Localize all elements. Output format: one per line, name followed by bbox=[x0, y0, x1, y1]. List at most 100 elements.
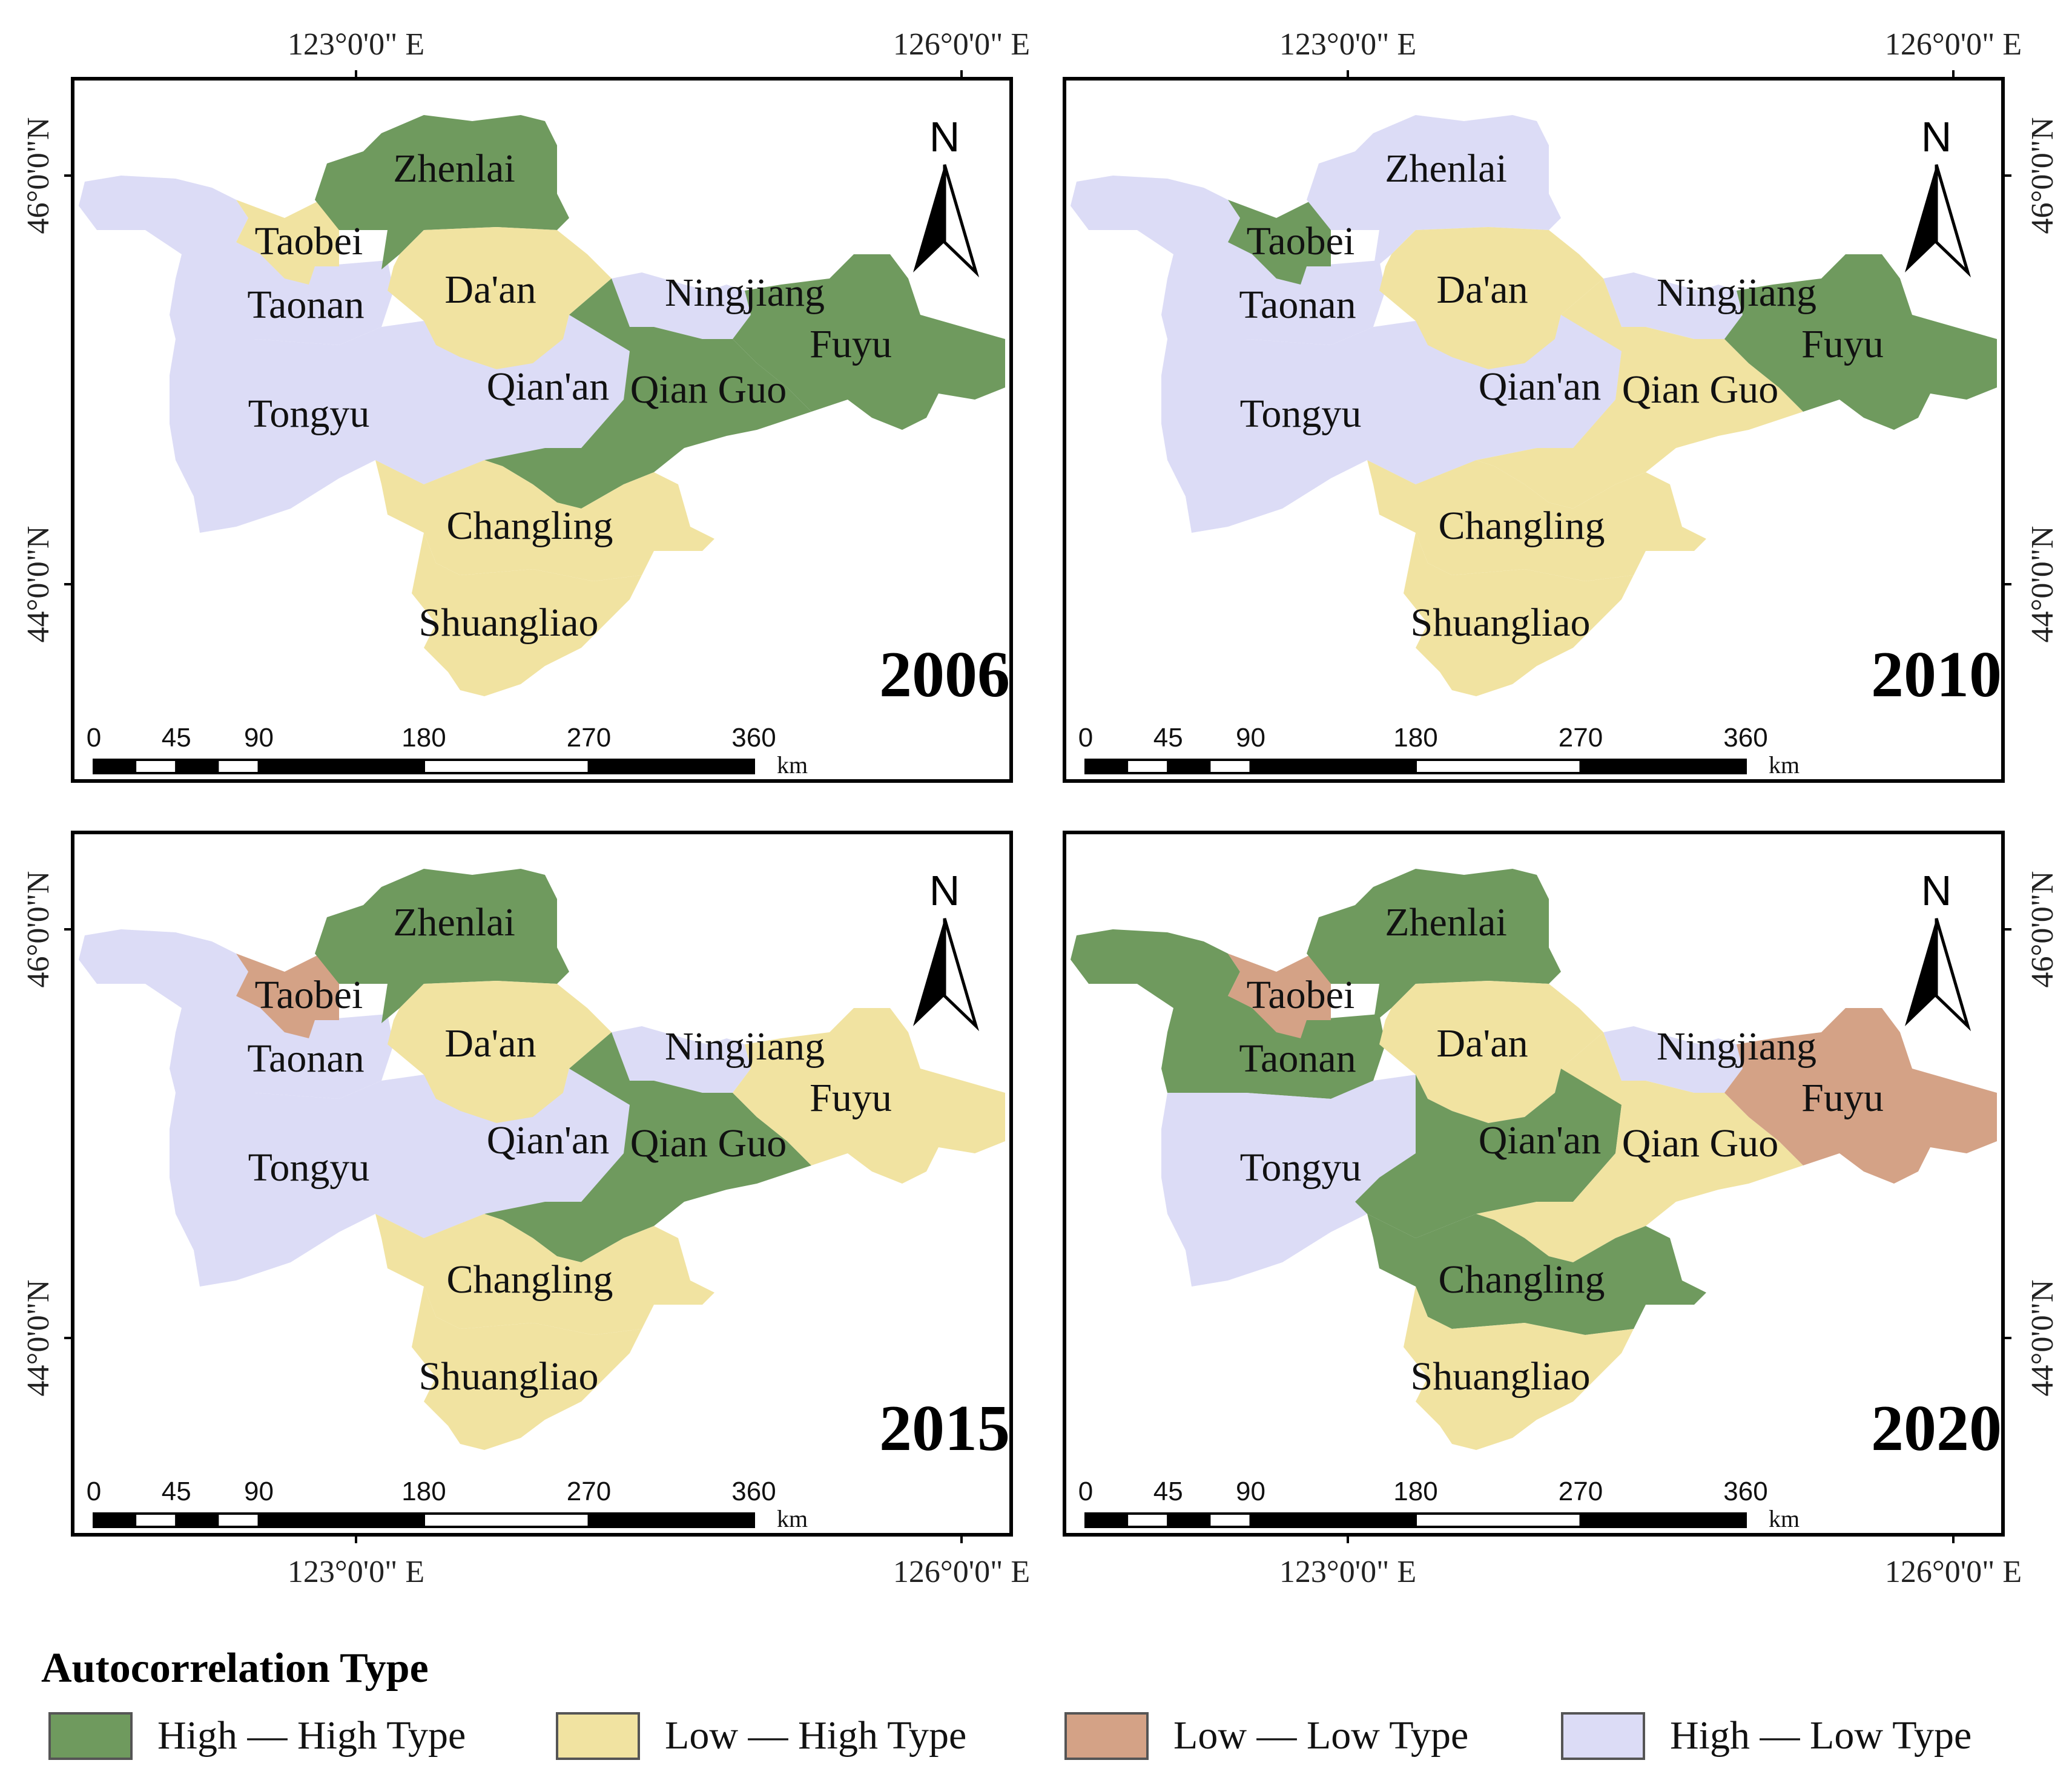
north-letter: N bbox=[929, 867, 960, 914]
county-label-zhenlai: Zhenlai bbox=[1385, 900, 1507, 944]
county-label-ningjiang: Ningjiang bbox=[665, 271, 825, 315]
longitude-label: 123°0'0" E bbox=[1279, 1555, 1416, 1589]
region-fuyu bbox=[733, 254, 1005, 430]
county-label-tongyu: Tongyu bbox=[1240, 392, 1362, 436]
county-label-qianguo: Qian Guo bbox=[1622, 367, 1778, 412]
county-regions bbox=[79, 869, 1005, 1450]
county-label-qianan: Qian'an bbox=[1479, 1118, 1601, 1162]
map-panel-2020: Zhenlai Taobei Taonan Da'an Ningjiang Fuyu Qia… bbox=[1063, 831, 2060, 1589]
scale-tick-label: 90 bbox=[1236, 723, 1265, 753]
county-label-shuangliao: Shuangliao bbox=[1411, 601, 1591, 645]
map-frame bbox=[71, 831, 1013, 1537]
county-label-qianguo: Qian Guo bbox=[630, 1121, 787, 1165]
longitude-label: 126°0'0" E bbox=[893, 27, 1030, 62]
north-arrow-icon: N bbox=[1905, 867, 1971, 1032]
county-label-changling: Changling bbox=[1439, 1257, 1605, 1302]
county-label-ningjiang: Ningjiang bbox=[665, 1024, 825, 1069]
county-label-qianan: Qian'an bbox=[487, 1118, 609, 1162]
region-fuyu bbox=[733, 1008, 1005, 1184]
county-label-shuangliao: Shuangliao bbox=[419, 601, 599, 645]
scale-tick-label: 0 bbox=[1078, 1477, 1093, 1506]
year-label: 2006 bbox=[879, 639, 1010, 711]
latitude-label: 46°0'0"N bbox=[2025, 871, 2060, 988]
legend-item-low_low: Low — Low Type bbox=[1064, 1712, 1468, 1760]
map-panel-2006: Zhenlai Taobei Taonan Da'an Ningjiang Fuyu Qia… bbox=[21, 27, 1030, 783]
county-regions bbox=[79, 115, 1005, 696]
map-frame bbox=[1063, 831, 2005, 1537]
county-label-taobei: Taobei bbox=[1247, 219, 1355, 263]
region-taonan bbox=[79, 176, 394, 345]
county-label-tongyu: Tongyu bbox=[1240, 1145, 1362, 1190]
region-zhenlai bbox=[1307, 115, 1561, 269]
legend-label: Low — High Type bbox=[665, 1713, 966, 1758]
county-label-daan: Da'an bbox=[1436, 268, 1528, 312]
legend-swatch bbox=[48, 1712, 133, 1760]
region-ningjiang bbox=[1603, 272, 1743, 339]
region-changling bbox=[375, 460, 714, 581]
north-letter: N bbox=[1921, 867, 1952, 914]
scale-tick-label: 360 bbox=[731, 723, 776, 753]
region-ningjiang bbox=[612, 1026, 751, 1093]
latitude-label: 44°0'0"N bbox=[21, 1280, 56, 1397]
year-label: 2020 bbox=[1871, 1392, 2002, 1465]
legend-label: High — High Type bbox=[157, 1713, 466, 1758]
north-letter: N bbox=[929, 113, 960, 160]
legend-swatch bbox=[1064, 1712, 1149, 1760]
county-label-shuangliao: Shuangliao bbox=[419, 1354, 599, 1399]
longitude-label: 123°0'0" E bbox=[288, 27, 424, 62]
county-label-changling: Changling bbox=[447, 1257, 613, 1302]
region-zhenlai bbox=[1307, 869, 1561, 1023]
county-label-zhenlai: Zhenlai bbox=[393, 900, 515, 944]
region-taobei bbox=[236, 200, 339, 285]
latitude-label: 44°0'0"N bbox=[2025, 526, 2060, 643]
region-daan bbox=[388, 981, 612, 1123]
longitude-label: 126°0'0" E bbox=[893, 1555, 1030, 1589]
region-fuyu bbox=[1724, 254, 1997, 430]
latitude-label: 44°0'0"N bbox=[2025, 1280, 2060, 1397]
legend: Autocorrelation Type High — High Type Low… bbox=[41, 1645, 1971, 1760]
region-shuangliao bbox=[412, 1287, 642, 1450]
scale-tick-label: 45 bbox=[1153, 1477, 1183, 1506]
region-taobei bbox=[1228, 200, 1331, 285]
county-label-zhenlai: Zhenlai bbox=[1385, 147, 1507, 191]
scale-unit: km bbox=[1769, 751, 1800, 779]
scale-tick-label: 45 bbox=[162, 723, 191, 753]
legend-item-high_high: High — High Type bbox=[48, 1712, 466, 1760]
county-label-fuyu: Fuyu bbox=[1801, 322, 1884, 366]
region-qianguo bbox=[484, 278, 811, 509]
region-qianan bbox=[1355, 315, 1622, 484]
county-label-qianan: Qian'an bbox=[487, 364, 609, 409]
county-label-shuangliao: Shuangliao bbox=[1411, 1354, 1591, 1399]
region-qianguo bbox=[1476, 1032, 1803, 1262]
latitude-label: 46°0'0"N bbox=[21, 117, 56, 234]
region-fuyu bbox=[1724, 1008, 1997, 1184]
region-taonan bbox=[1071, 929, 1385, 1099]
scale-tick-label: 180 bbox=[401, 723, 446, 753]
north-letter: N bbox=[1921, 113, 1952, 160]
county-label-taonan: Taonan bbox=[1239, 283, 1356, 327]
region-daan bbox=[1379, 227, 1603, 369]
latitude-label: 46°0'0"N bbox=[2025, 117, 2060, 234]
legend-swatch bbox=[556, 1712, 640, 1760]
county-label-daan: Da'an bbox=[444, 268, 536, 312]
scale-tick-label: 270 bbox=[567, 723, 611, 753]
legend-item-high_low: High — Low Type bbox=[1561, 1712, 1971, 1760]
region-changling bbox=[1367, 460, 1706, 581]
county-label-taonan: Taonan bbox=[1239, 1036, 1356, 1081]
region-ningjiang bbox=[612, 272, 751, 339]
scale-unit: km bbox=[1769, 1505, 1800, 1532]
county-label-qianguo: Qian Guo bbox=[630, 367, 787, 412]
scale-tick-label: 45 bbox=[162, 1477, 191, 1506]
map-frame bbox=[1063, 77, 2005, 783]
county-label-ningjiang: Ningjiang bbox=[1657, 1024, 1816, 1069]
scale-tick-label: 180 bbox=[1393, 1477, 1437, 1506]
county-label-tongyu: Tongyu bbox=[248, 392, 370, 436]
scale-tick-label: 360 bbox=[731, 1477, 776, 1506]
legend-label: Low — Low Type bbox=[1173, 1713, 1468, 1758]
county-label-taobei: Taobei bbox=[255, 219, 363, 263]
scale-tick-label: 45 bbox=[1153, 723, 1183, 753]
region-taonan bbox=[79, 929, 394, 1099]
